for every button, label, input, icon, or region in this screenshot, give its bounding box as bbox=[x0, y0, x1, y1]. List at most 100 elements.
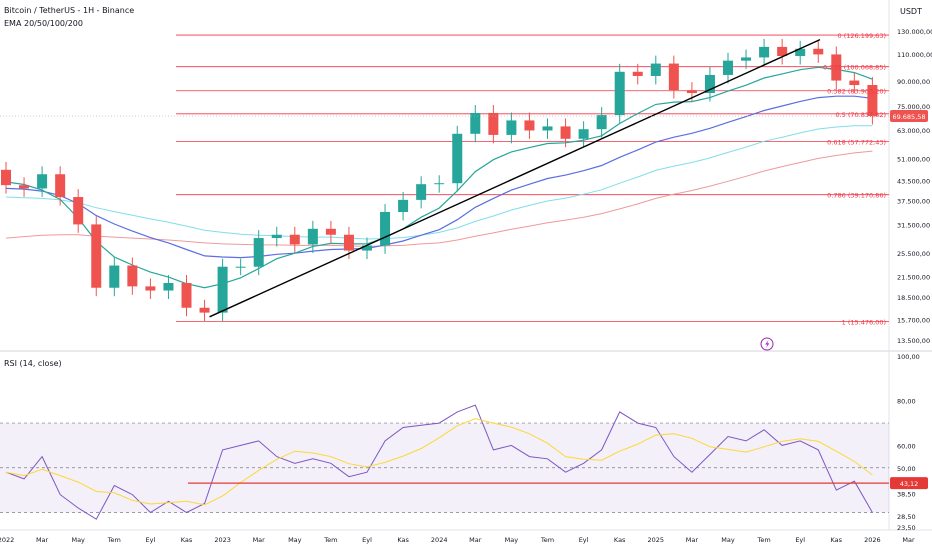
candle[interactable] bbox=[723, 52, 733, 84]
time-tick: Kas bbox=[181, 536, 193, 544]
candle-body bbox=[578, 129, 589, 139]
last-price-label: 69.685,58 bbox=[892, 113, 925, 121]
price-tick: 21.500,00 bbox=[897, 274, 930, 282]
price-tick: 130.000,00 bbox=[897, 28, 932, 36]
price-tick: 63.000,00 bbox=[897, 127, 930, 135]
candle[interactable] bbox=[759, 38, 770, 66]
candle-body bbox=[650, 63, 661, 76]
price-tick: 13.500,00 bbox=[897, 337, 930, 345]
price-axis[interactable]: 130.000,00 110.000,00 90.000,00 75.000,00 63… bbox=[890, 28, 932, 345]
candle[interactable] bbox=[1, 161, 11, 194]
candle[interactable] bbox=[253, 230, 264, 276]
time-tick: May bbox=[721, 536, 735, 544]
time-tick: Mar bbox=[36, 536, 49, 544]
rsi-tick: 80,00 bbox=[897, 398, 916, 406]
candle[interactable] bbox=[470, 104, 481, 143]
candle-body bbox=[253, 238, 264, 267]
candle[interactable] bbox=[307, 220, 318, 253]
candle[interactable] bbox=[199, 299, 210, 322]
candle[interactable] bbox=[289, 226, 300, 253]
candle[interactable] bbox=[37, 166, 48, 197]
candle[interactable] bbox=[235, 258, 246, 276]
candle-body bbox=[524, 120, 535, 131]
candle[interactable] bbox=[560, 118, 571, 148]
candle-body bbox=[19, 185, 30, 189]
candle[interactable] bbox=[325, 220, 336, 244]
candle[interactable] bbox=[416, 176, 427, 209]
last-price-badge bbox=[890, 110, 928, 123]
rsi-title: RSI (14, close) bbox=[4, 359, 62, 368]
candle[interactable] bbox=[741, 49, 752, 70]
candle[interactable] bbox=[867, 77, 878, 125]
price-tick: 90.000,00 bbox=[897, 78, 930, 86]
time-tick: Kas bbox=[614, 536, 626, 544]
candle-body bbox=[470, 112, 481, 134]
candle[interactable] bbox=[777, 38, 788, 65]
candle[interactable] bbox=[109, 257, 120, 297]
candle[interactable] bbox=[19, 177, 30, 197]
price-pane[interactable] bbox=[0, 34, 889, 322]
candle[interactable] bbox=[55, 166, 66, 206]
price-tick: 25.500,00 bbox=[897, 250, 930, 258]
time-tick: May bbox=[505, 536, 519, 544]
candle-body bbox=[307, 228, 318, 245]
candle-body bbox=[325, 228, 336, 235]
candle[interactable] bbox=[452, 125, 463, 192]
candle-body bbox=[542, 126, 553, 131]
time-tick: Tem bbox=[107, 536, 121, 544]
ema100-line bbox=[5, 125, 873, 240]
candle[interactable] bbox=[380, 204, 391, 254]
time-tick: Tem bbox=[323, 536, 337, 544]
candle[interactable] bbox=[163, 275, 174, 299]
candle[interactable] bbox=[524, 112, 535, 139]
candle[interactable] bbox=[127, 257, 138, 295]
candle-body bbox=[813, 48, 824, 55]
candle[interactable] bbox=[181, 275, 192, 317]
candle-body bbox=[271, 234, 282, 239]
rsi-pane[interactable] bbox=[0, 404, 889, 520]
candle[interactable] bbox=[488, 104, 499, 144]
rsi-axis[interactable]: 100,00 80,00 60,00 50,00 38,50 28,50 23,50 43,1… bbox=[890, 353, 928, 532]
candle-body bbox=[867, 85, 878, 117]
price-tick: 43.500,00 bbox=[897, 177, 930, 185]
candle[interactable] bbox=[596, 107, 607, 138]
candle[interactable] bbox=[668, 55, 679, 99]
fib-label-1: 1 (15.476,00) bbox=[842, 318, 886, 326]
candle-body bbox=[614, 71, 625, 116]
time-tick: Kas bbox=[397, 536, 409, 544]
fib-label-0: 0 (126.199,63) bbox=[838, 32, 887, 40]
time-tick: Eyl bbox=[579, 536, 589, 544]
candle-body bbox=[163, 283, 174, 291]
candle[interactable] bbox=[650, 55, 661, 85]
candle-body bbox=[1, 169, 11, 186]
candle[interactable] bbox=[506, 112, 517, 144]
candle[interactable] bbox=[632, 63, 643, 85]
ema20-line bbox=[5, 66, 873, 289]
rsi-ma-line bbox=[5, 418, 873, 506]
candle[interactable] bbox=[271, 226, 282, 247]
candle-body bbox=[217, 266, 228, 313]
candle[interactable] bbox=[542, 118, 553, 139]
candle[interactable] bbox=[795, 40, 806, 65]
candle[interactable] bbox=[849, 72, 860, 94]
candle[interactable] bbox=[813, 40, 824, 63]
candle[interactable] bbox=[91, 216, 102, 297]
candle[interactable] bbox=[578, 121, 589, 148]
candle[interactable] bbox=[434, 175, 445, 193]
fib-label-0.5: 0.5 (70.837,82) bbox=[835, 111, 886, 119]
candle[interactable] bbox=[831, 46, 842, 90]
candle[interactable] bbox=[73, 189, 84, 233]
time-tick: May bbox=[71, 536, 85, 544]
candle[interactable] bbox=[362, 237, 372, 260]
candle-body bbox=[560, 126, 571, 139]
candle-body bbox=[831, 54, 842, 81]
candle[interactable] bbox=[614, 63, 625, 124]
candle[interactable] bbox=[145, 278, 156, 299]
candle[interactable] bbox=[398, 191, 409, 221]
candle-body bbox=[795, 48, 806, 57]
candle-body bbox=[362, 245, 372, 251]
candle[interactable] bbox=[704, 66, 715, 102]
alert-icon[interactable] bbox=[760, 337, 774, 351]
